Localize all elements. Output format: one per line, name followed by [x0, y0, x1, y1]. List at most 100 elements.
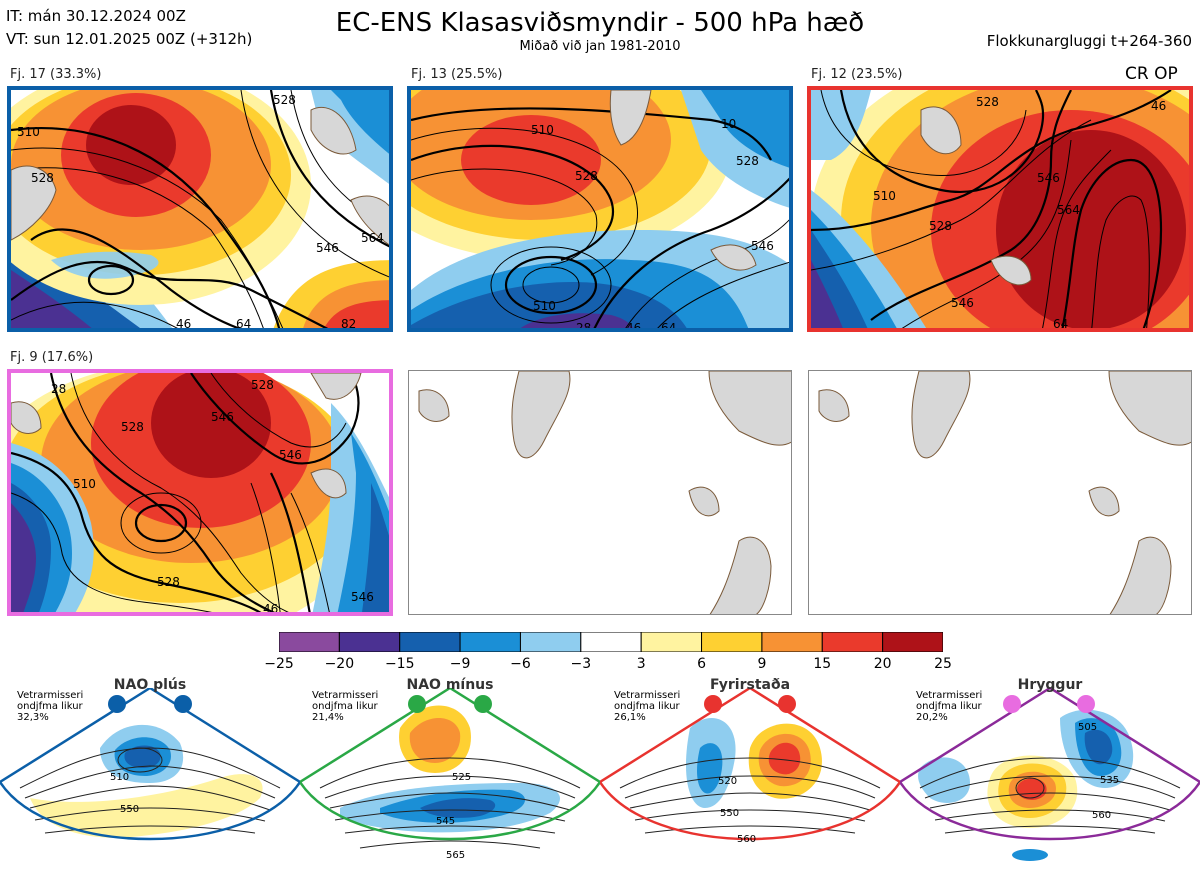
colorbar-labels: −25 −20 −15 −9 −6 −3 3 6 9 15 20 25 [264, 656, 952, 676]
contour-label: 28 [51, 382, 66, 396]
regime-marker-icon [408, 695, 426, 713]
regime-marker-icon [108, 695, 126, 713]
regime-note: Vetrarmisseri ondjfma likur 26,1% [614, 690, 681, 723]
contour-label: 546 [351, 590, 374, 604]
contour-label: 46 [626, 321, 641, 332]
regime-nao-plus: 510 550 NAO plús Vetrarmisseri ondjfma l… [0, 677, 300, 871]
colorbar-swatch [399, 631, 461, 653]
valid-time: VT: sun 12.01.2025 00Z (+312h) [6, 30, 253, 48]
contour-label: 546 [1037, 171, 1060, 185]
colorbar-tick-label: −15 [384, 656, 415, 672]
colorbar-tick-label: 6 [697, 656, 706, 672]
contour-label: 510 [873, 189, 896, 203]
contour-label: 546 [279, 448, 302, 462]
regime-name: NAO mínus [406, 677, 494, 693]
colorbar-tick-label: 9 [757, 656, 767, 672]
contour-label: 525 [452, 772, 471, 783]
contour-label: 528 [736, 154, 759, 168]
regime-name: Fyrirstaða [709, 677, 791, 693]
colorbar-tick-label: 3 [636, 656, 646, 672]
colorbar [278, 631, 944, 653]
colorbar-swatch [580, 631, 642, 653]
contour-label: 528 [121, 420, 144, 434]
regime-marker-icon [778, 695, 796, 713]
contour-label: 510 [533, 299, 556, 313]
contour-label: 528 [157, 575, 180, 589]
colorbar-swatch [338, 631, 401, 653]
contour-label: 564 [1057, 203, 1080, 217]
contour-label: 564 [361, 231, 384, 245]
contour-label: 528 [575, 169, 598, 183]
contour-label: 64 [236, 317, 251, 331]
cluster-label-3: Fj. 12 (23.5%) [811, 67, 903, 82]
contour-label: 64 [661, 321, 676, 332]
regime-marker-icon [1077, 695, 1095, 713]
contour-label: 546 [316, 241, 339, 255]
contour-label: 64 [1053, 317, 1068, 331]
contour-label: 510 [531, 123, 554, 137]
contour-label: 535 [1100, 775, 1119, 786]
cluster-label-1: Fj. 17 (33.3%) [10, 67, 102, 82]
contour-label: 528 [31, 171, 54, 185]
contour-label: 510 [110, 772, 129, 783]
contour-label: 545 [436, 816, 455, 827]
regime-name: NAO plús [113, 677, 187, 693]
contour-label: 46 [176, 317, 191, 331]
colorbar-tick-label: −9 [449, 656, 471, 672]
contour-label: 550 [120, 804, 139, 815]
page-subtitle: Miðað við jan 1981-2010 [519, 39, 681, 54]
colorbar-swatch [821, 631, 884, 653]
colorbar-tick-label: −25 [264, 656, 294, 672]
contour-label: 565 [446, 850, 465, 861]
colorbar-swatch [278, 631, 340, 653]
contour-label: 82 [341, 317, 356, 331]
contour-label: 510 [73, 477, 96, 491]
colorbar-tick-label: 25 [934, 656, 952, 672]
empty-map-1 [408, 370, 792, 615]
cluster-map-4: 528 546 528 546 510 528 546 46 28 [7, 369, 393, 616]
contour-label: 528 [929, 219, 952, 233]
classification-window: Flokkunargluggi t+264-360 [986, 32, 1192, 50]
cluster-map-1: 510 528 528 546 564 46 64 82 [7, 86, 393, 332]
regime-note: Vetrarmisseri ondjfma likur 21,4% [312, 690, 379, 723]
regime-note: Vetrarmisseri ondjfma likur 20,2% [916, 690, 983, 723]
regime-marker-icon [174, 695, 192, 713]
contour-label: 560 [737, 834, 756, 845]
contour-label: 546 [211, 410, 234, 424]
colorbar-swatch [519, 631, 582, 653]
contour-label: 510 [17, 125, 40, 139]
regime-marker-icon [704, 695, 722, 713]
contour-label: 505 [1078, 722, 1097, 733]
colorbar-swatch [761, 631, 823, 653]
regime-ridge: 505 535 560 Hryggur Vetrarmisseri ondjfm… [900, 677, 1200, 871]
colorbar-tick-label: 15 [813, 656, 832, 672]
regime-marker-icon [1003, 695, 1021, 713]
contour-label: 550 [720, 808, 739, 819]
page-title: EC-ENS Klasasviðsmyndir - 500 hPa hæð [335, 8, 865, 38]
contour-label: 28 [576, 321, 591, 332]
contour-label: 528 [976, 95, 999, 109]
colorbar-tick-label: −3 [570, 656, 592, 672]
cluster-label-4: Fj. 9 (17.6%) [10, 350, 94, 365]
empty-map-2 [808, 370, 1192, 615]
colorbar-tick-label: 20 [873, 656, 892, 672]
contour-label: 10 [721, 117, 736, 131]
colorbar-tick-label: −6 [510, 656, 531, 672]
contour-label: 528 [251, 378, 274, 392]
colorbar-swatch [701, 631, 763, 653]
colorbar-tick-label: −20 [324, 656, 355, 672]
regime-marker-icon [474, 695, 492, 713]
contour-label: 520 [718, 776, 737, 787]
contour-label: 528 [273, 93, 296, 107]
regime-name: Hryggur [1017, 677, 1083, 693]
cluster-label-2: Fj. 13 (25.5%) [411, 67, 503, 82]
colorbar-swatch [459, 631, 521, 653]
contour-label: 546 [951, 296, 974, 310]
regime-nao-minus: 525 545 565 NAO mínus Vetrarmisseri ondj… [300, 677, 600, 871]
colorbar-swatch [640, 631, 703, 653]
issue-time: IT: mán 30.12.2024 00Z [6, 7, 186, 25]
colorbar-swatch [882, 631, 944, 653]
regime-note: Vetrarmisseri ondjfma likur 32,3% [17, 690, 84, 723]
cluster-map-2: 510 528 528 546 510 28 46 64 10 [407, 86, 793, 332]
cluster-map-3: 528 510 546 564 546 528 64 46 [807, 86, 1193, 332]
